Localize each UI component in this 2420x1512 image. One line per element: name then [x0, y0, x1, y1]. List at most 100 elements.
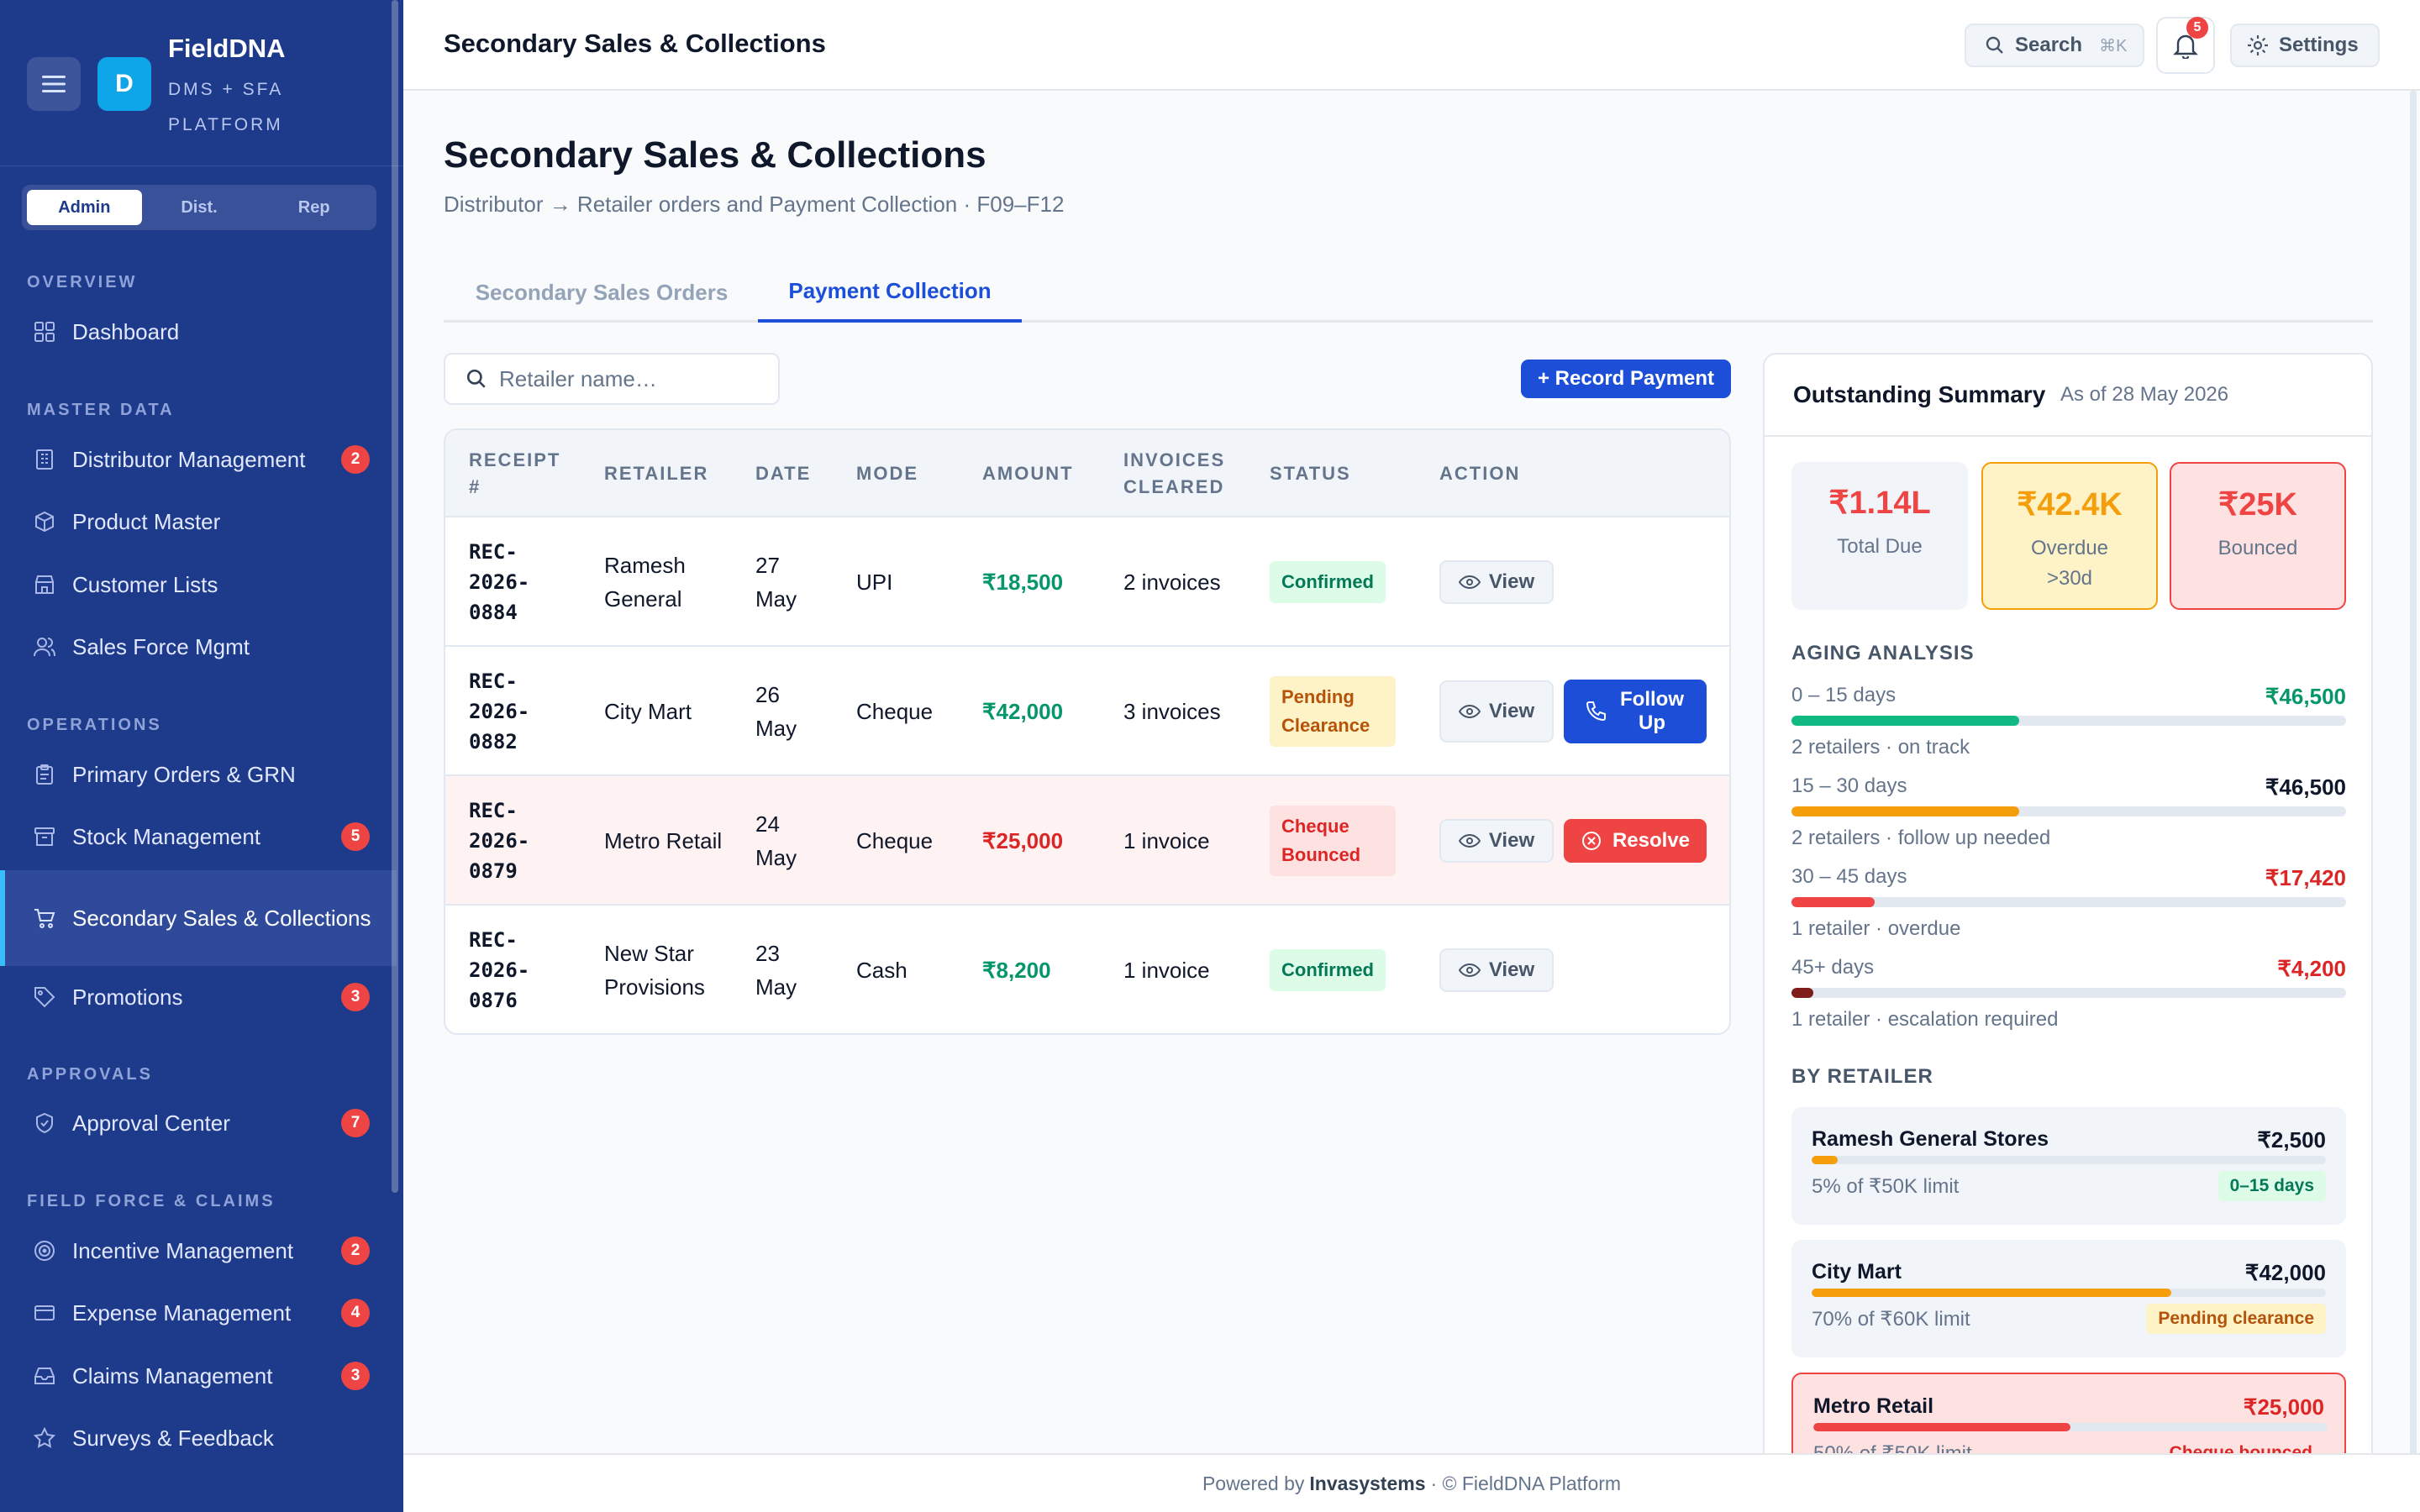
aging-range: 15 – 30 days	[1791, 774, 1907, 797]
retailer-name: City Mart	[604, 699, 692, 724]
aging-range: 30 – 45 days	[1791, 865, 1907, 888]
sidebar-item-approval-center[interactable]: Approval Center 7	[0, 1092, 397, 1154]
status-badge: Pending Clearance	[1270, 676, 1396, 747]
payment-mode: Cheque	[856, 699, 934, 724]
aging-range: 45+ days	[1791, 956, 1875, 979]
global-search-button[interactable]: Search ⌘K	[1965, 24, 2144, 67]
sidebar-item-label: Claims Management	[72, 1363, 273, 1389]
close-circle-icon	[1581, 832, 1601, 850]
count-badge: 3	[341, 983, 370, 1011]
clipboard-icon	[32, 762, 57, 787]
view-button[interactable]: View	[1439, 948, 1554, 992]
retailer-search[interactable]	[444, 353, 780, 405]
sidebar-item-promotions[interactable]: Promotions 3	[0, 966, 397, 1028]
receipt-number: REC-2026-0884	[469, 540, 530, 624]
resolve-button[interactable]: Resolve	[1564, 819, 1707, 863]
view-label: View	[1488, 829, 1535, 852]
retailer-amount: ₹25,000	[2243, 1394, 2324, 1420]
view-label: View	[1488, 958, 1535, 981]
record-payment-button[interactable]: + Record Payment	[1521, 360, 1731, 398]
sidebar-item-dashboard[interactable]: Dashboard	[0, 301, 397, 363]
cart-icon	[32, 906, 57, 931]
limit-bar-fill	[1812, 1156, 1838, 1164]
settings-button[interactable]: Settings	[2230, 24, 2380, 67]
role-rep-button[interactable]: Rep	[297, 197, 330, 217]
main-scrollbar[interactable]	[2410, 91, 2417, 1468]
tab-secondary-sales-orders[interactable]: Secondary Sales Orders	[475, 279, 729, 305]
column-header-action: ACTION	[1439, 463, 1521, 484]
brand-header: D FieldDNA DMS + SFA PLATFORM	[0, 0, 403, 166]
sidebar-scrollbar[interactable]	[392, 0, 398, 1193]
gear-icon	[2248, 35, 2268, 55]
sidebar-item-incentive-management[interactable]: Incentive Management 2	[0, 1220, 397, 1282]
aging-amount: ₹46,500	[2265, 684, 2346, 709]
retailer-name: City Mart	[1812, 1260, 1902, 1284]
status-badge: Confirmed	[1270, 949, 1386, 991]
receipt-number: REC-2026-0882	[469, 669, 530, 753]
role-distributor-button[interactable]: Dist.	[181, 197, 218, 217]
tab-payment-collection[interactable]: Payment Collection	[758, 262, 1022, 323]
search-label: Search	[2015, 34, 2083, 56]
retailer-card[interactable]: Ramesh General Stores ₹2,500 5% of ₹50K …	[1791, 1107, 2346, 1225]
star-icon	[32, 1425, 57, 1451]
view-button[interactable]: View	[1439, 680, 1554, 743]
sidebar-item-customer-lists[interactable]: Customer Lists	[0, 554, 397, 616]
retailer-name: Metro Retail	[1813, 1394, 1934, 1418]
sidebar-item-label: Incentive Management	[72, 1238, 294, 1263]
retailer-search-input[interactable]	[499, 365, 768, 392]
aging-bar-fill	[1791, 988, 1814, 998]
aging-amount: ₹4,200	[2277, 956, 2346, 981]
bell-icon	[2173, 34, 2198, 59]
sidebar-item-sales-force[interactable]: Sales Force Mgmt	[0, 616, 397, 678]
overdue-label: Overdue >30d	[2030, 537, 2109, 590]
search-icon	[466, 369, 486, 388]
payment-amount: ₹42,000	[982, 699, 1064, 724]
page-title: Secondary Sales & Collections	[444, 134, 986, 176]
view-button[interactable]: View	[1439, 560, 1554, 604]
footer-copyright: · © FieldDNA Platform	[1430, 1472, 1622, 1494]
follow-up-button[interactable]: Follow Up	[1564, 680, 1707, 743]
count-badge: 5	[341, 822, 370, 851]
receipt-number: REC-2026-0876	[469, 928, 530, 1012]
section-label-field-force: FIELD FORCE & CLAIMS	[27, 1192, 276, 1210]
sidebar-item-secondary-sales[interactable]: Secondary Sales & Collections	[0, 870, 397, 966]
sidebar-item-claims-management[interactable]: Claims Management 3	[0, 1345, 397, 1407]
retailer-name: New Star Provisions	[604, 941, 705, 1000]
column-header-retailer: RETAILER	[604, 463, 709, 484]
sidebar-item-stock-management[interactable]: Stock Management 5	[0, 806, 397, 868]
view-button[interactable]: View	[1439, 819, 1554, 863]
notifications-button[interactable]: 5	[2156, 17, 2215, 74]
payment-date: 27 May	[755, 553, 797, 612]
retailer-amount: ₹2,500	[2257, 1127, 2326, 1152]
payment-mode: Cheque	[856, 828, 934, 853]
section-label-master-data: MASTER DATA	[27, 401, 175, 419]
receipt-number: REC-2026-0879	[469, 799, 530, 883]
sidebar-item-surveys[interactable]: Surveys & Feedback	[0, 1407, 397, 1469]
by-retailer-title: BY RETAILER	[1791, 1065, 1933, 1088]
payment-date: 24 May	[755, 811, 797, 870]
sidebar-item-primary-orders[interactable]: Primary Orders & GRN	[0, 743, 397, 806]
aging-bar-fill	[1791, 897, 1875, 907]
view-label: View	[1488, 700, 1535, 722]
sidebar-item-label: Distributor Management	[72, 447, 306, 472]
footer-prefix: Powered by	[1202, 1472, 1305, 1494]
header-title: Secondary Sales & Collections	[444, 29, 826, 58]
panel-header: Outstanding Summary As of 28 May 2026	[1765, 354, 2371, 437]
count-badge: 2	[341, 1236, 370, 1265]
menu-toggle-button[interactable]	[27, 57, 81, 111]
payment-date: 26 May	[755, 682, 797, 741]
brand-name: FieldDNA	[168, 34, 286, 63]
aging-row: 45+ days ₹4,200 1 retailer · escalation …	[1791, 956, 2346, 1040]
sidebar-item-distributor-management[interactable]: Distributor Management 2	[0, 428, 397, 491]
section-label-overview: OVERVIEW	[27, 273, 138, 291]
sidebar-item-expense-management[interactable]: Expense Management 4	[0, 1282, 397, 1344]
total-due-card: ₹1.14L Total Due	[1791, 462, 1968, 610]
eye-icon	[1458, 575, 1481, 590]
limit-bar-track	[1813, 1423, 2328, 1431]
role-admin-button[interactable]: Admin	[27, 190, 142, 225]
aging-bar-fill	[1791, 806, 2019, 816]
sidebar-item-product-master[interactable]: Product Master	[0, 491, 397, 553]
settings-label: Settings	[2279, 34, 2359, 56]
retailer-card[interactable]: City Mart ₹42,000 70% of ₹60K limit Pend…	[1791, 1240, 2346, 1357]
retailer-name: Metro Retail	[604, 828, 723, 853]
